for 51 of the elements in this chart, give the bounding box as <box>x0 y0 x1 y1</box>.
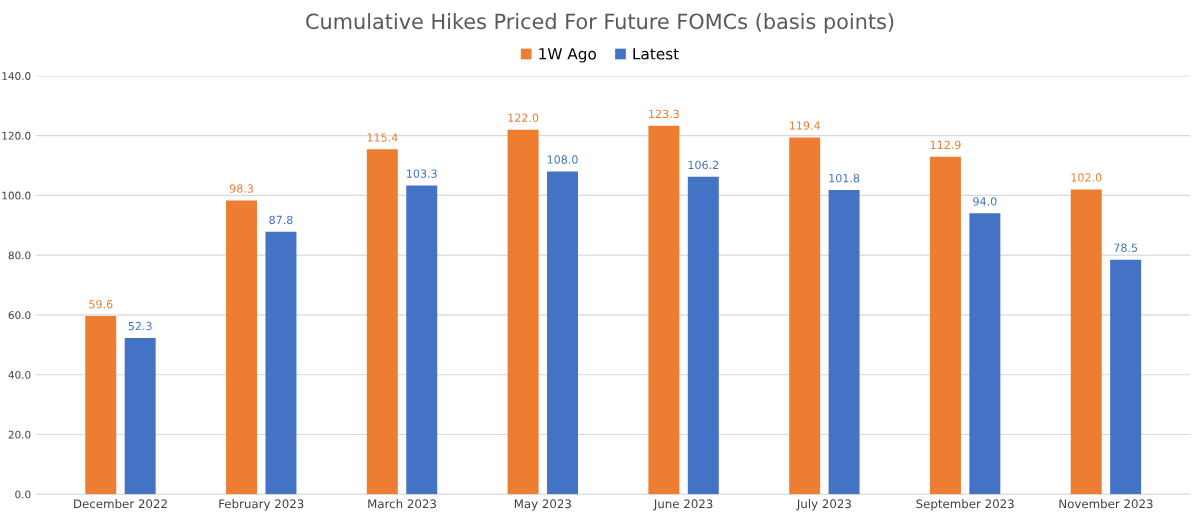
data-label: 102.0 <box>1071 173 1102 182</box>
chart-title: Cumulative Hikes Priced For Future FOMCs (basis points) <box>306 13 894 34</box>
bar <box>929 156 961 495</box>
y-tick-label: 100.0 <box>2 191 31 200</box>
bar <box>648 125 680 495</box>
y-tick-label: 60.0 <box>8 311 31 320</box>
bar <box>828 190 860 495</box>
bar <box>547 171 578 495</box>
y-tick-label: 140.0 <box>2 72 31 80</box>
data-label: 119.4 <box>789 121 820 130</box>
data-label: 101.8 <box>829 173 860 183</box>
x-tick-label: May 2023 <box>514 499 571 511</box>
legend-label: 1W Ago <box>539 48 596 63</box>
legend-label: Latest <box>633 48 679 60</box>
bar <box>1110 259 1142 495</box>
bar <box>366 149 398 495</box>
bar <box>507 129 539 495</box>
data-label: 87.8 <box>269 215 293 225</box>
x-tick-label: November 2023 <box>1059 499 1153 509</box>
data-label: 115.4 <box>367 133 398 142</box>
bar <box>969 213 1001 495</box>
y-tick-label: 40.0 <box>8 370 31 379</box>
bar <box>265 231 297 495</box>
data-label: 112.9 <box>930 140 961 150</box>
x-tick-label: July 2023 <box>796 499 851 511</box>
data-label: 122.0 <box>508 113 539 122</box>
data-label: 123.3 <box>649 109 679 119</box>
x-tick-label: December 2022 <box>74 499 167 509</box>
y-tick-label: 20.0 <box>8 430 31 439</box>
x-tick-label: February 2023 <box>219 499 304 511</box>
x-tick-label: June 2023 <box>653 499 713 511</box>
y-tick-label: 120.0 <box>2 131 31 140</box>
data-label: 106.2 <box>688 160 719 170</box>
bar <box>1070 189 1102 495</box>
bar <box>226 200 258 495</box>
bar <box>85 316 117 495</box>
data-label: 108.0 <box>547 155 578 164</box>
data-label: 103.3 <box>407 169 437 178</box>
data-label: 78.5 <box>1114 243 1138 252</box>
bar <box>124 337 156 495</box>
data-label: 52.3 <box>128 321 152 331</box>
x-tick-label: March 2023 <box>368 499 436 509</box>
bar <box>406 185 438 495</box>
y-tick-label: 80.0 <box>8 251 31 260</box>
data-label: 59.6 <box>89 300 113 309</box>
data-label: 98.3 <box>229 184 254 193</box>
bar <box>789 137 821 495</box>
bar <box>687 176 719 495</box>
y-tick-label: 0.0 <box>15 490 31 499</box>
x-tick-label: September 2023 <box>916 499 1014 511</box>
data-label: 94.0 <box>973 197 997 206</box>
